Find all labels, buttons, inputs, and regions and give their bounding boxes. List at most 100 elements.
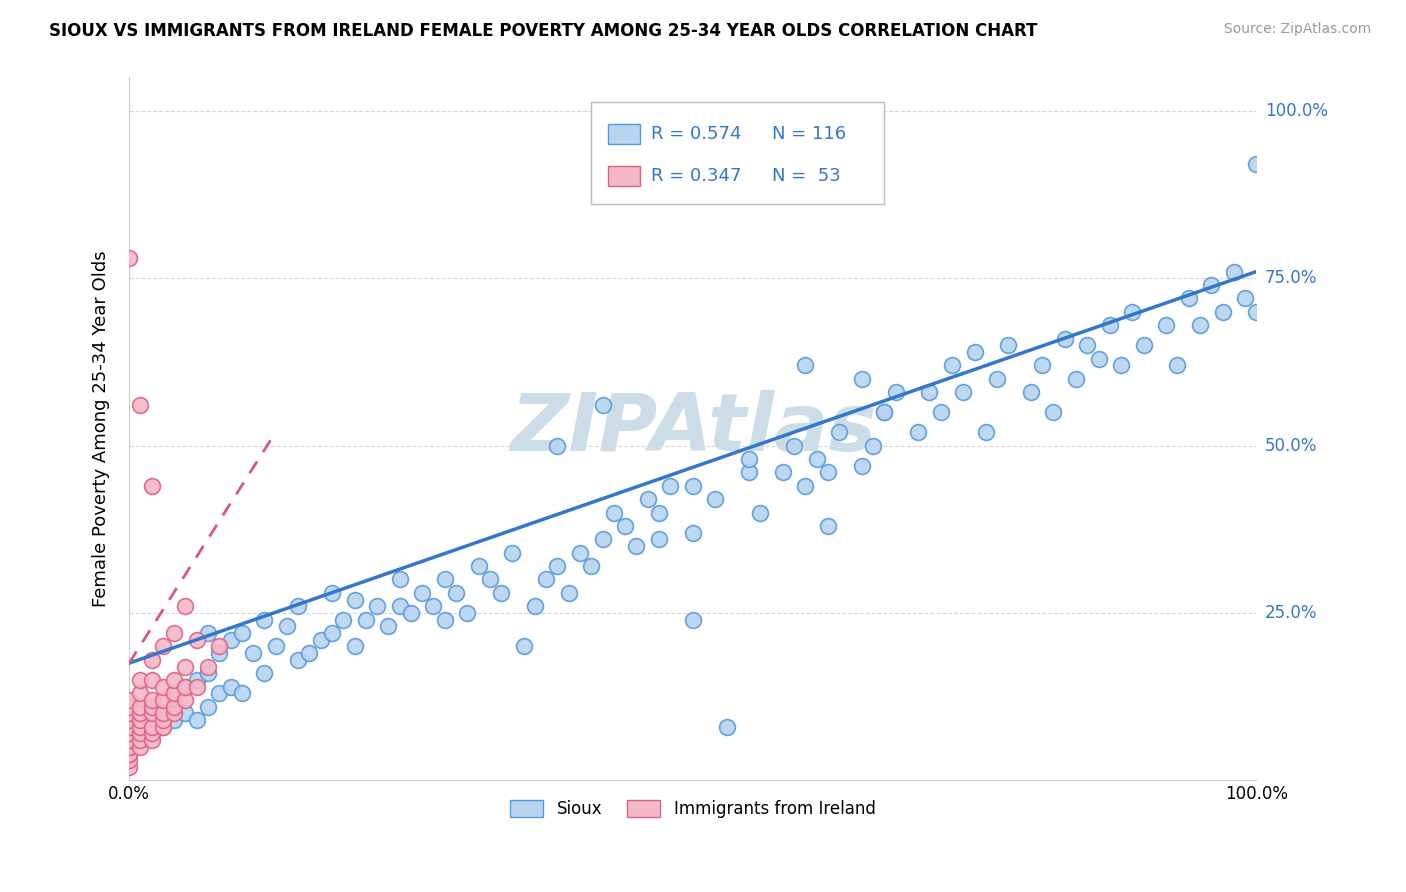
Point <box>738 452 761 467</box>
Point <box>231 626 253 640</box>
Text: 25.0%: 25.0% <box>1265 604 1317 622</box>
Legend: Sioux, Immigrants from Ireland: Sioux, Immigrants from Ireland <box>503 793 883 825</box>
Point <box>118 739 141 754</box>
Point <box>141 479 163 493</box>
Point <box>884 385 907 400</box>
Point <box>118 251 141 265</box>
Point <box>963 344 986 359</box>
Text: 75.0%: 75.0% <box>1265 269 1317 287</box>
Point <box>309 632 332 647</box>
Point <box>219 680 242 694</box>
Point <box>141 706 163 721</box>
Point <box>118 706 141 721</box>
Point <box>287 599 309 614</box>
Text: 100.0%: 100.0% <box>1265 102 1327 120</box>
Point <box>1087 351 1109 366</box>
Point <box>433 573 456 587</box>
Point <box>918 385 941 400</box>
Point <box>129 733 152 747</box>
Point <box>208 640 231 654</box>
Point <box>118 699 141 714</box>
Point <box>231 686 253 700</box>
Point <box>242 646 264 660</box>
Point <box>118 706 141 721</box>
Point <box>321 626 343 640</box>
Point <box>637 492 659 507</box>
Point <box>569 546 592 560</box>
Point <box>1132 338 1154 352</box>
Point <box>1189 318 1212 332</box>
Point <box>163 713 186 727</box>
Point <box>581 559 603 574</box>
Point <box>186 713 208 727</box>
Point <box>141 726 163 740</box>
Point <box>118 733 141 747</box>
Point <box>806 452 828 467</box>
Point <box>152 720 174 734</box>
Point <box>118 693 141 707</box>
Point <box>1031 359 1053 373</box>
Point <box>1121 304 1143 318</box>
Point <box>1177 291 1199 305</box>
Text: 50.0%: 50.0% <box>1265 436 1317 455</box>
Point <box>129 713 152 727</box>
Point <box>197 699 219 714</box>
Y-axis label: Female Poverty Among 25-34 Year Olds: Female Poverty Among 25-34 Year Olds <box>93 251 110 607</box>
Point <box>343 592 366 607</box>
Point <box>152 680 174 694</box>
Point <box>411 586 433 600</box>
Point <box>783 439 806 453</box>
Point <box>716 720 738 734</box>
Point <box>118 733 141 747</box>
Point <box>152 713 174 727</box>
Point <box>444 586 467 600</box>
Point <box>163 686 186 700</box>
Point <box>648 506 671 520</box>
Point <box>163 626 186 640</box>
Point <box>129 739 152 754</box>
Point <box>141 733 163 747</box>
Point <box>141 653 163 667</box>
Point <box>986 372 1008 386</box>
Point <box>941 359 963 373</box>
Point <box>388 599 411 614</box>
Point <box>253 666 276 681</box>
Point <box>648 533 671 547</box>
Point <box>174 680 197 694</box>
Point <box>592 533 614 547</box>
Point <box>118 726 141 740</box>
Point <box>197 659 219 673</box>
Point <box>929 405 952 419</box>
Point <box>118 747 141 761</box>
Point <box>851 372 873 386</box>
Point <box>828 425 851 440</box>
Point <box>749 506 772 520</box>
Point <box>366 599 388 614</box>
Point <box>772 466 794 480</box>
Point <box>174 693 197 707</box>
Point <box>1246 304 1268 318</box>
Point <box>974 425 997 440</box>
Point <box>1234 291 1257 305</box>
Point <box>501 546 523 560</box>
Point <box>208 686 231 700</box>
Point <box>704 492 727 507</box>
Point <box>118 720 141 734</box>
Point <box>152 640 174 654</box>
FancyBboxPatch shape <box>609 166 640 186</box>
Point <box>546 559 568 574</box>
Point <box>399 606 422 620</box>
Point <box>174 659 197 673</box>
Point <box>118 726 141 740</box>
Point <box>997 338 1019 352</box>
Point <box>264 640 287 654</box>
Point <box>422 599 444 614</box>
Point <box>174 706 197 721</box>
Point <box>152 706 174 721</box>
Point <box>626 539 648 553</box>
Point <box>141 720 163 734</box>
Point <box>174 599 197 614</box>
Point <box>456 606 478 620</box>
Point <box>354 613 377 627</box>
Point <box>817 519 839 533</box>
